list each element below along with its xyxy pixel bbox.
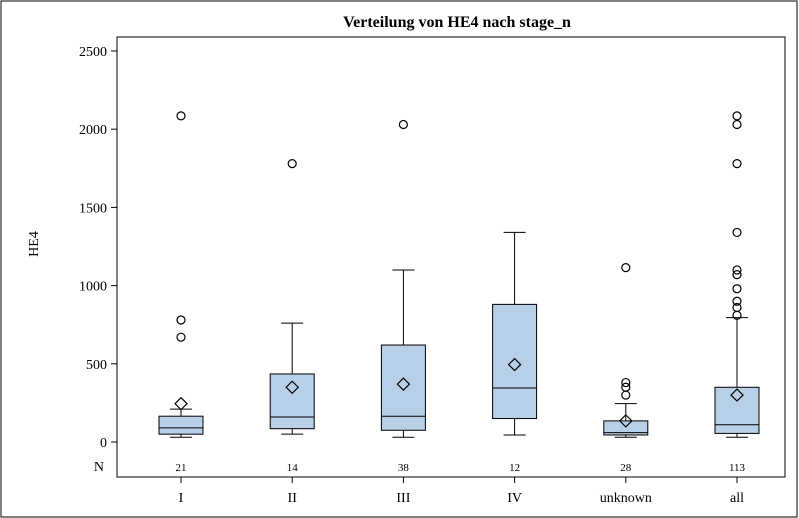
y-tick-label-1: 500 xyxy=(86,358,107,373)
x-tick-label-ii: II xyxy=(288,491,298,506)
plot-frame xyxy=(116,36,786,478)
x-tick-label-iv: IV xyxy=(507,491,522,506)
x-axis: I II III IV unknown all xyxy=(179,477,744,506)
mean-diamond xyxy=(618,414,633,428)
mean-diamond xyxy=(396,377,411,391)
outlier-point xyxy=(732,159,742,169)
y-tick-label-3: 1500 xyxy=(79,201,107,216)
box-group-all xyxy=(714,111,760,438)
outlier-point xyxy=(398,119,408,130)
outlier-point xyxy=(621,382,631,392)
n-count-iii: 38 xyxy=(398,462,410,474)
mean-diamond xyxy=(507,357,522,372)
y-tick-label-0: 0 xyxy=(100,436,107,451)
n-count-all: 113 xyxy=(729,462,746,474)
x-tick-label-iii: III xyxy=(396,491,410,506)
outlier-point xyxy=(732,119,742,130)
mean-diamond xyxy=(174,396,188,411)
outlier-point xyxy=(732,111,742,121)
box-group-unknown xyxy=(603,263,649,438)
chart-title: Verteilung von HE4 nach stage_n xyxy=(343,14,571,31)
outlier-point xyxy=(621,263,631,273)
n-count-row: 21 14 38 12 28 113 xyxy=(176,462,746,474)
outlier-point xyxy=(621,377,631,388)
n-row-header: N xyxy=(94,460,104,475)
iqr-box xyxy=(158,415,204,435)
outlier-point xyxy=(176,111,186,121)
mean-diamond xyxy=(730,388,744,402)
outlier-point xyxy=(176,332,186,342)
y-tick-label-4: 2000 xyxy=(79,123,107,138)
y-axis: 0 500 1000 1500 2000 2500 xyxy=(79,45,117,451)
x-tick-label-unknown: unknown xyxy=(600,491,652,506)
n-count-ii: 14 xyxy=(287,462,299,474)
box-group-i xyxy=(158,111,204,438)
outlier-point xyxy=(287,159,297,169)
mean-diamond xyxy=(285,380,300,395)
x-tick-label-all: all xyxy=(730,491,744,506)
y-tick-label-5: 2500 xyxy=(79,45,107,60)
box-group-ii xyxy=(269,159,315,435)
outlier-point xyxy=(732,284,742,294)
iqr-box xyxy=(269,373,315,430)
outlier-point xyxy=(732,265,742,275)
y-axis-label: HE4 xyxy=(27,231,42,257)
iqr-box xyxy=(380,344,426,431)
box-series xyxy=(158,111,760,438)
box-group-iii xyxy=(380,119,426,438)
n-count-i: 21 xyxy=(176,462,187,474)
n-count-unknown: 28 xyxy=(620,462,632,474)
box-group-iv xyxy=(492,231,538,436)
outlier-point xyxy=(732,227,742,238)
iqr-box xyxy=(603,420,649,436)
outlier-point xyxy=(732,302,742,313)
outlier-point xyxy=(732,270,742,280)
outlier-point xyxy=(176,315,186,325)
y-tick-label-2: 1000 xyxy=(79,280,107,295)
outlier-point xyxy=(732,296,742,306)
iqr-box xyxy=(714,386,760,434)
n-count-iv: 12 xyxy=(509,462,520,474)
iqr-box xyxy=(492,303,538,420)
x-tick-label-i: I xyxy=(179,491,184,506)
